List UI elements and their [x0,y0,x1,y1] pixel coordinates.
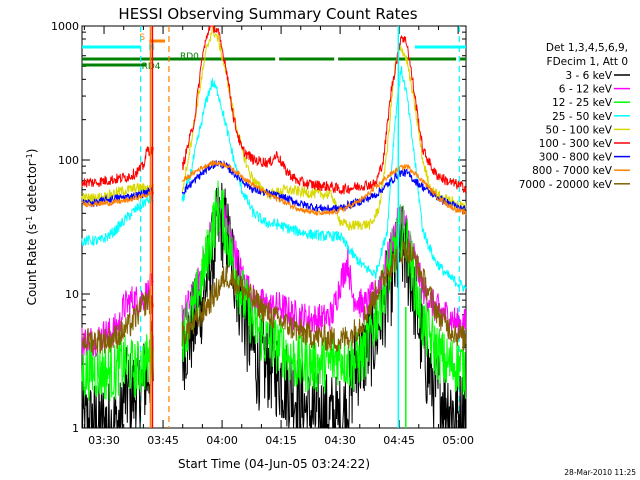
spike-lines [149,26,407,428]
chart-title: HESSI Observing Summary Count Rates [118,5,417,23]
timestamp: 28-Mar-2010 11:25 [564,468,636,477]
y-tick-label: 10 [65,288,79,301]
series-lines [81,25,467,430]
legend-header-2: FDecim 1, Att 0 [547,56,628,68]
x-axis-ticks: 03:30 03:45 04:00 04:15 04:30 04:45 05:00 [83,26,474,447]
x-tick-label: 03:30 [88,434,120,447]
legend-header-1: Det 1,3,4,5,6,9, [546,42,628,54]
plot-frame [81,25,467,429]
legend-entry-label: 300 - 800 keV [539,152,613,164]
x-tick-label: 04:00 [206,434,238,447]
x-tick-label: 05:00 [442,434,474,447]
x-axis-label: Start Time (04-Jun-05 03:24:22) [178,457,370,471]
legend-entry-label: 12 - 25 keV [552,97,613,109]
series-line [81,195,467,358]
x-tick-label: 04:45 [383,434,415,447]
x-tick-label: 03:45 [147,434,179,447]
legend-entry-label: 6 - 12 keV [559,84,613,96]
y-tick-label: 1 [72,422,79,435]
annotation-RD0: RD0 [180,52,199,62]
y-axis-ticks: 1 10 100 1000 [51,20,466,435]
x-tick-label: 04:15 [265,434,297,447]
y-axis-label: Count Rate (s-1 detector-1) [25,149,39,306]
series-line [81,238,467,354]
legend-entry-label: 100 - 300 keV [539,138,613,150]
annotation-RD4: RD4 [142,62,161,72]
series-line [81,25,467,195]
legend: Det 1,3,4,5,6,9, FDecim 1, Att 0 3 - 6 k… [519,42,630,191]
y-tick-label: 100 [58,154,79,167]
legend-entry-label: 800 - 7000 keV [532,165,613,177]
annotation-S: S [139,33,145,43]
legend-entry-label: 25 - 50 keV [552,111,613,123]
y-tick-label: 1000 [51,20,79,33]
annotation-N: N [148,43,155,53]
legend-entry-label: 7000 - 20000 keV [519,179,613,191]
legend-entry-label: 50 - 100 keV [545,124,612,136]
legend-entry-label: 3 - 6 keV [565,70,612,82]
series-line [81,160,467,216]
x-tick-label: 04:30 [324,434,356,447]
series-line [81,66,467,292]
